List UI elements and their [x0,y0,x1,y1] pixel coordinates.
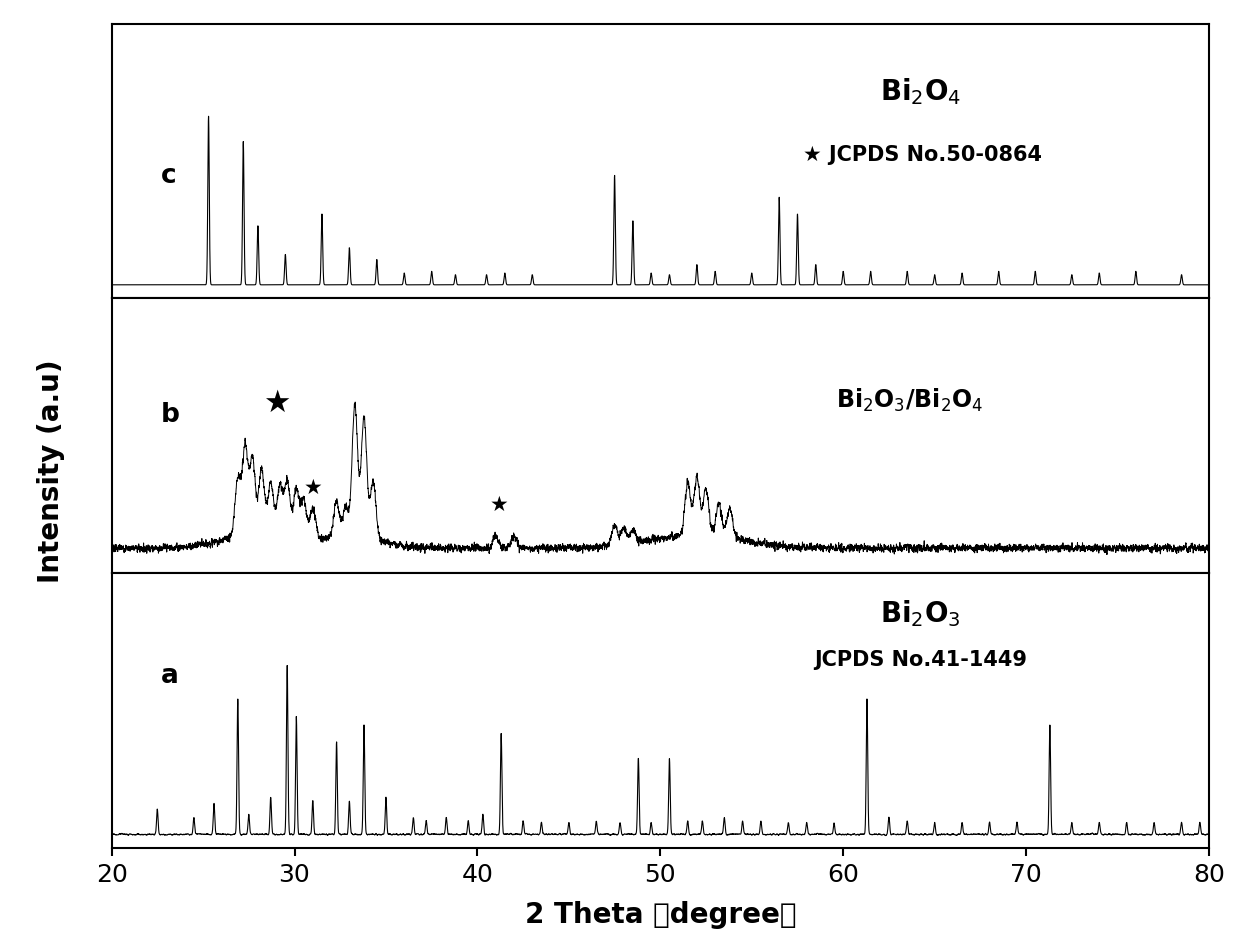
Text: ★: ★ [490,495,508,514]
Text: Bi$_2$O$_3$: Bi$_2$O$_3$ [880,598,961,629]
Text: JCPDS No.41-1449: JCPDS No.41-1449 [813,651,1027,671]
Text: c: c [161,163,176,189]
Text: ★: ★ [304,479,322,498]
Text: b: b [161,402,180,428]
Text: a: a [161,663,179,689]
X-axis label: 2 Theta （degree）: 2 Theta （degree） [525,901,796,929]
Text: ★ JCPDS No.50-0864: ★ JCPDS No.50-0864 [804,145,1042,165]
Text: ★: ★ [263,389,290,418]
Text: Bi$_2$O$_4$: Bi$_2$O$_4$ [880,76,961,107]
Text: Bi$_2$O$_3$/Bi$_2$O$_4$: Bi$_2$O$_3$/Bi$_2$O$_4$ [836,387,983,414]
Text: Intensity (a.u): Intensity (a.u) [37,359,66,583]
